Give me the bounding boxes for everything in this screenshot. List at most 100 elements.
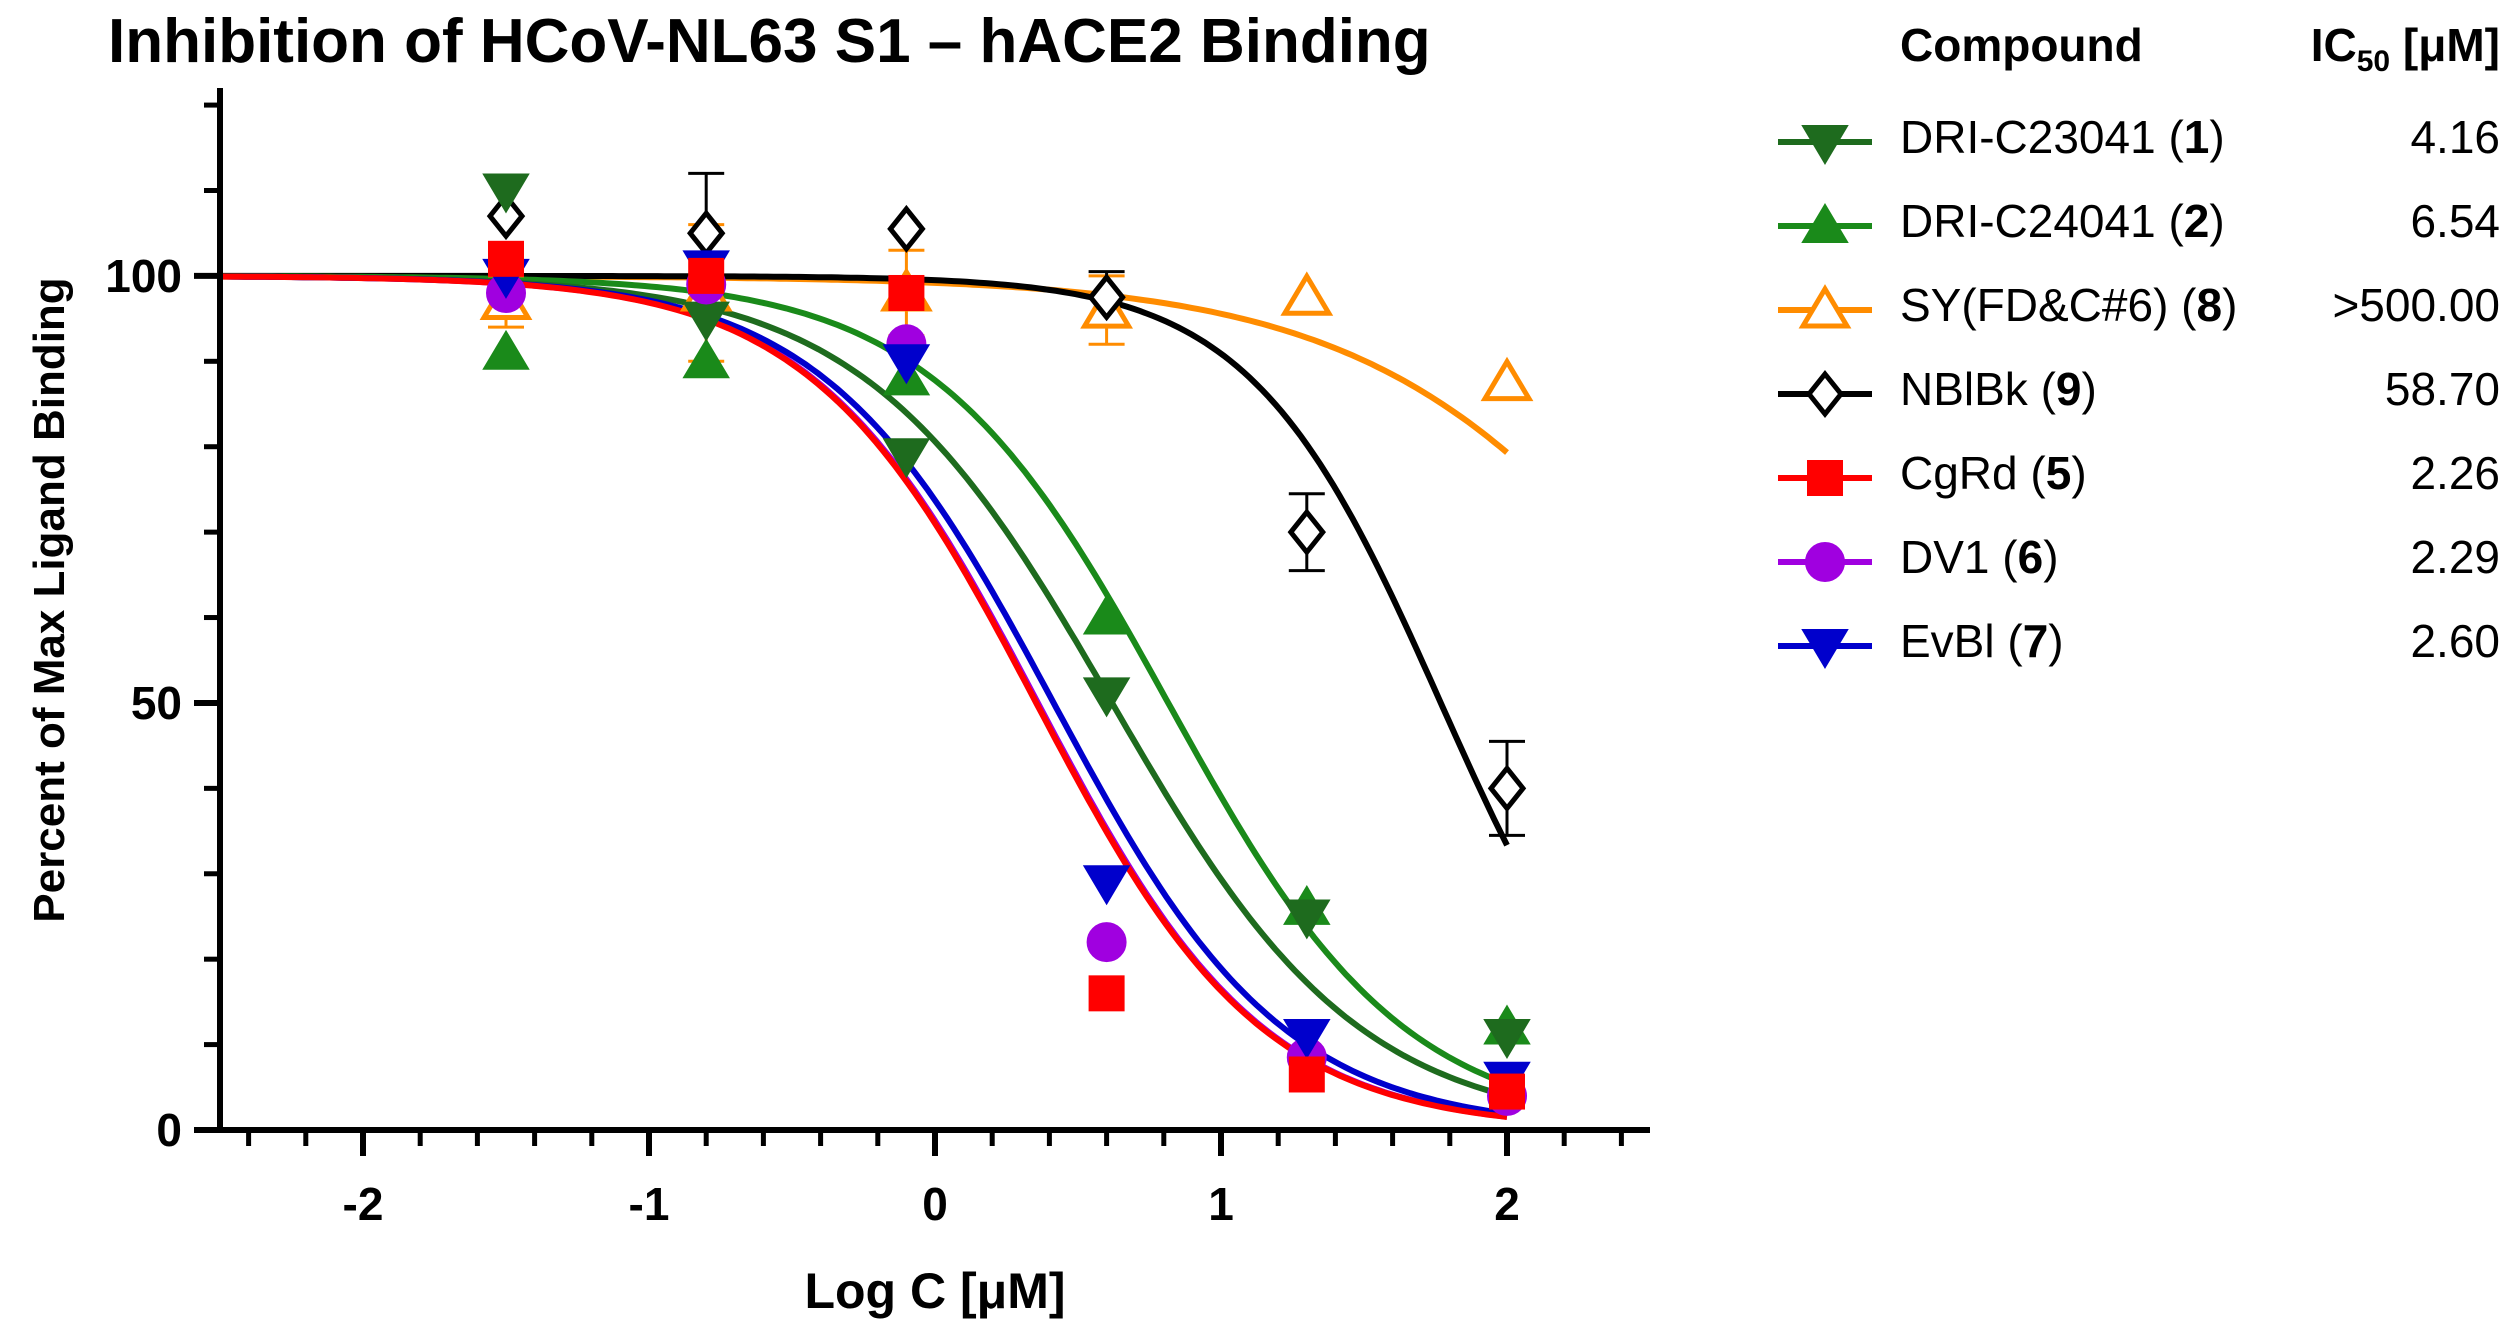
legend-label: DRI-C23041 (1) (1900, 110, 2225, 164)
error-bars (488, 171, 1525, 837)
legend-compound-close-paren: ) (2222, 279, 2238, 331)
legend-ic50-value: >500.00 (2332, 279, 2500, 331)
y-tick-label: 0 (156, 1104, 182, 1156)
legend-swatch-marker (1798, 284, 1852, 329)
y-tick-label: 100 (105, 250, 182, 302)
legend-label: SY(FD&C#6) (8) (1900, 278, 2237, 332)
data-point-dri-c23041-0 (482, 173, 530, 214)
legend-compound-number: 9 (2055, 363, 2082, 415)
data-point-cgrd-4 (1288, 1056, 1325, 1093)
legend-label: DV1 (6) (1900, 530, 2059, 584)
legend-swatch (1778, 629, 1872, 669)
legend-swatch-marker (1807, 460, 1843, 496)
data-point-dri-c23041-3 (1082, 677, 1131, 718)
legend-compound-number: 7 (2022, 615, 2049, 667)
data-point-evbl-4 (1283, 1019, 1331, 1060)
x-tick-label: -1 (629, 1178, 670, 1230)
legend-compound-close-paren: ) (2048, 615, 2064, 667)
data-point-cgrd-2 (888, 274, 925, 311)
legend-swatch (1778, 369, 1872, 419)
legend-swatch-marker (1805, 542, 1845, 582)
legend-header-compound: Compound (1900, 19, 2143, 71)
legend-compound-close-paren: ) (2209, 111, 2225, 163)
fit-curve-nblbk (220, 272, 1510, 847)
legend-compound-name: CgRd ( (1900, 447, 2046, 499)
legend-compound-close-paren: ) (2071, 447, 2087, 499)
fit-curves (219, 272, 1510, 1120)
data-point-nblbk-3 (1087, 273, 1126, 322)
legend-label: CgRd (5) (1900, 446, 2087, 500)
legend-ic50-value: 2.60 (2410, 615, 2500, 667)
data-point-sy-fd-c-6--4 (1280, 271, 1334, 316)
legend-item-sy-fd-c-6-: SY(FD&C#6) (8) >500.00 (1770, 268, 2510, 352)
legend-header-ic50-label: IC (2310, 19, 2357, 71)
data-point-evbl-2 (882, 344, 931, 385)
legend-swatch (1778, 203, 1872, 243)
data-point-dri-c23041-4 (1283, 899, 1331, 940)
legend-ic50-value: 2.26 (2410, 447, 2500, 499)
data-point-dri-c24041-1 (682, 338, 730, 379)
data-point-sy-fd-c-6--5 (1480, 356, 1534, 402)
legend-swatch-marker (1801, 125, 1849, 165)
legend-item-cgrd: CgRd (5) 2.26 (1770, 436, 2510, 520)
data-point-evbl-3 (1082, 865, 1131, 906)
x-axis-title: Log C [μM] (804, 1263, 1066, 1319)
legend-compound-number: 1 (2183, 111, 2210, 163)
legend-header-ic50: IC50 [μM] (2311, 18, 2500, 79)
data-point-nblbk-1 (686, 209, 726, 258)
legend-swatch (1778, 460, 1872, 496)
legend-compound-name: SY(FD&C#6) ( (1900, 279, 2197, 331)
legend-compound-number: 2 (2183, 195, 2210, 247)
legend-compound-name: DRI-C23041 ( (1900, 111, 2184, 163)
legend-item-dv1: DV1 (6) 2.29 (1770, 520, 2510, 604)
legend-label: NBlBk (9) (1900, 362, 2097, 416)
legend-compound-number: 6 (2017, 531, 2044, 583)
legend-compound-close-paren: ) (2043, 531, 2059, 583)
legend-item-evbl: EvBl (7) 2.60 (1770, 604, 2510, 688)
data-points (479, 173, 1534, 1116)
legend-ic50-value: 6.54 (2410, 195, 2500, 247)
legend-compound-name: DV1 ( (1900, 531, 2018, 583)
legend-ic50-value: 2.29 (2410, 531, 2500, 583)
data-point-nblbk-0 (486, 192, 526, 241)
data-point-cgrd-3 (1088, 975, 1125, 1012)
x-tick-label: 2 (1494, 1178, 1520, 1230)
legend-swatch-marker (1801, 629, 1849, 669)
chart-title: Inhibition of HCoV-NL63 S1 – hACE2 Bindi… (108, 7, 1431, 76)
data-point-nblbk-5 (1487, 764, 1527, 813)
y-tick-label: 50 (131, 677, 182, 729)
legend-compound-close-paren: ) (2081, 363, 2097, 415)
legend-compound-number: 5 (2045, 447, 2072, 499)
legend-ic50-value: 4.16 (2410, 111, 2500, 163)
legend-label: EvBl (7) (1900, 614, 2064, 668)
legend-item-nblbk: NBlBk (9) 58.70 (1770, 352, 2510, 436)
legend-header-ic50-unit: [μM] (2390, 19, 2500, 71)
legend-swatch (1778, 542, 1872, 582)
legend-swatch-marker (1801, 203, 1849, 243)
data-point-cgrd-0 (488, 240, 524, 277)
data-point-nblbk-4 (1287, 508, 1327, 557)
axes: 0 50 100 -2 -1 0 1 2 (105, 88, 1650, 1230)
x-tick-label: 1 (1208, 1178, 1234, 1230)
fit-curve-dri-c24041 (220, 273, 1509, 1087)
data-point-cgrd-1 (688, 257, 725, 294)
fit-curve-dri-c23041 (220, 273, 1508, 1099)
x-tick-label: -2 (343, 1178, 384, 1230)
data-point-dri-c23041-2 (882, 438, 931, 479)
legend-swatch (1778, 284, 1872, 329)
legend-swatch (1778, 125, 1872, 165)
data-point-dri-c24041-3 (1082, 594, 1131, 635)
legend-compound-name: EvBl ( (1900, 615, 2023, 667)
data-point-nblbk-2 (887, 204, 926, 253)
legend-compound-name: DRI-C24041 ( (1900, 195, 2184, 247)
data-point-dri-c24041-0 (482, 329, 530, 370)
legend-compound-number: 8 (2196, 279, 2223, 331)
legend-compound-name: NBlBk ( (1900, 363, 2056, 415)
data-point-dri-c23041-5 (1483, 1019, 1531, 1060)
legend-label: DRI-C24041 (2) (1900, 194, 2225, 248)
data-point-cgrd-5 (1489, 1073, 1525, 1110)
legend-swatch-marker (1805, 369, 1845, 419)
legend-item-dri-c24041: DRI-C24041 (2) 6.54 (1770, 184, 2510, 268)
legend-compound-close-paren: ) (2209, 195, 2225, 247)
